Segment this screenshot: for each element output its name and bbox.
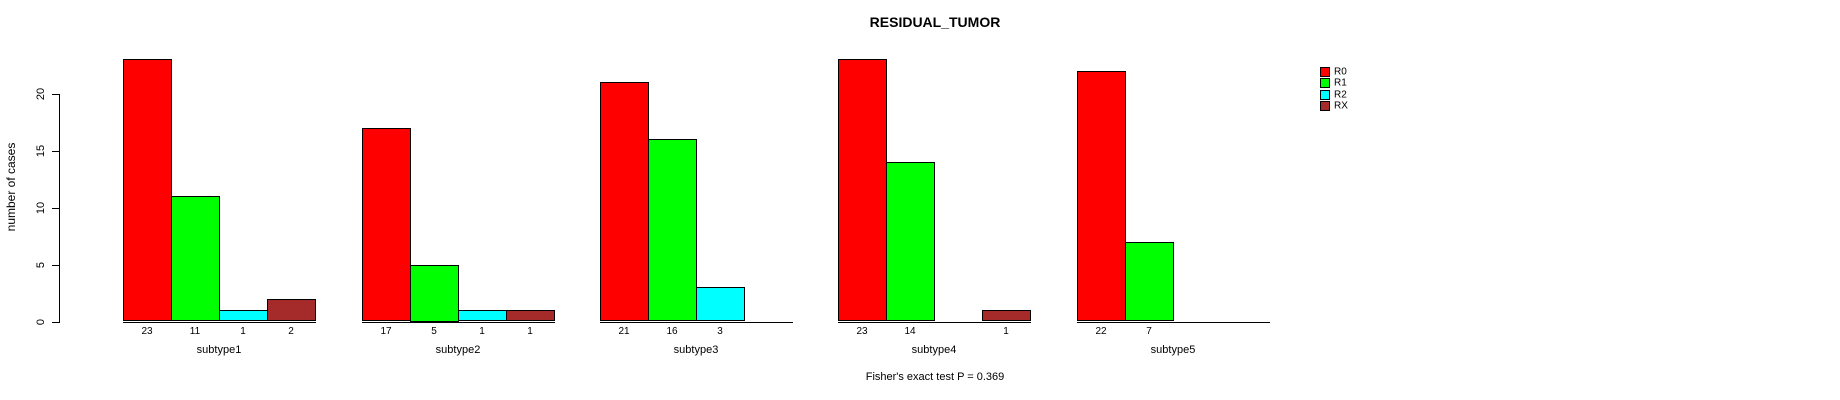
bar-r2	[219, 310, 268, 322]
bar-value-label: 11	[189, 326, 201, 337]
legend-swatch-rx	[1320, 100, 1330, 111]
y-tick-label: 0	[35, 318, 47, 326]
category-label: subtype2	[435, 344, 481, 356]
category-label: subtype3	[673, 344, 719, 356]
legend-label-r1: R1	[1334, 77, 1347, 89]
y-tick-mark	[52, 93, 59, 95]
bar-r1	[1125, 241, 1174, 322]
bar-value-label: 17	[380, 326, 392, 337]
x-axis-baseline	[600, 321, 793, 323]
bar-value-label: 1	[527, 326, 533, 337]
bar-r0	[362, 127, 411, 322]
bar-r2	[458, 310, 507, 322]
x-axis-baseline	[362, 321, 555, 323]
category-label: subtype4	[911, 344, 957, 356]
y-axis-line	[59, 93, 60, 323]
bar-value-label: 3	[717, 326, 723, 337]
category-label: subtype5	[1150, 344, 1196, 356]
bar-r1	[886, 161, 935, 322]
bar-value-label: 21	[618, 326, 630, 337]
category-label: subtype1	[196, 344, 242, 356]
y-tick-label: 15	[35, 144, 47, 158]
bar-rx	[506, 310, 555, 322]
bar-value-label: 14	[904, 326, 916, 337]
bar-value-label: 1	[240, 326, 246, 337]
bar-r1	[171, 196, 220, 322]
bar-value-label: 23	[856, 326, 868, 337]
legend-label-r2: R2	[1334, 89, 1347, 101]
bar-r0	[838, 59, 887, 322]
bar-value-label: 5	[431, 326, 437, 337]
x-axis-baseline	[1077, 321, 1270, 323]
y-tick-mark	[52, 207, 59, 209]
bar-r0	[1077, 70, 1126, 322]
legend-swatch-r0	[1320, 67, 1330, 77]
x-axis-baseline	[123, 321, 316, 323]
chart-title: RESIDUAL_TUMOR	[869, 14, 1001, 30]
x-axis-baseline	[838, 321, 1031, 323]
bar-r2	[696, 287, 745, 322]
legend-swatch-r1	[1320, 78, 1330, 89]
y-tick-label: 20	[35, 87, 47, 101]
bar-r0	[123, 59, 172, 322]
legend-swatch-r2	[1320, 89, 1330, 100]
bar-value-label: 23	[141, 326, 153, 337]
y-tick-label: 10	[35, 201, 47, 215]
bar-rx	[982, 310, 1031, 322]
bar-value-label: 1	[1003, 326, 1009, 337]
bar-r1	[410, 264, 459, 322]
y-tick-mark	[52, 150, 59, 152]
y-tick-mark	[52, 264, 59, 266]
legend-label-r0: R0	[1334, 66, 1347, 78]
bar-value-label: 2	[288, 326, 294, 337]
y-tick-label: 5	[35, 261, 47, 269]
y-axis-label: number of cases	[4, 142, 18, 232]
bar-value-label: 22	[1095, 326, 1107, 337]
bar-value-label: 1	[479, 326, 485, 337]
y-tick-mark	[52, 321, 59, 323]
fisher-test-annotation: Fisher's exact test P = 0.369	[865, 371, 1005, 383]
legend-label-rx: RX	[1334, 100, 1348, 112]
bar-r0	[600, 82, 649, 322]
bar-value-label: 7	[1146, 326, 1152, 337]
bar-rx	[267, 298, 316, 322]
bar-r1	[648, 139, 697, 322]
bar-value-label: 16	[666, 326, 678, 337]
